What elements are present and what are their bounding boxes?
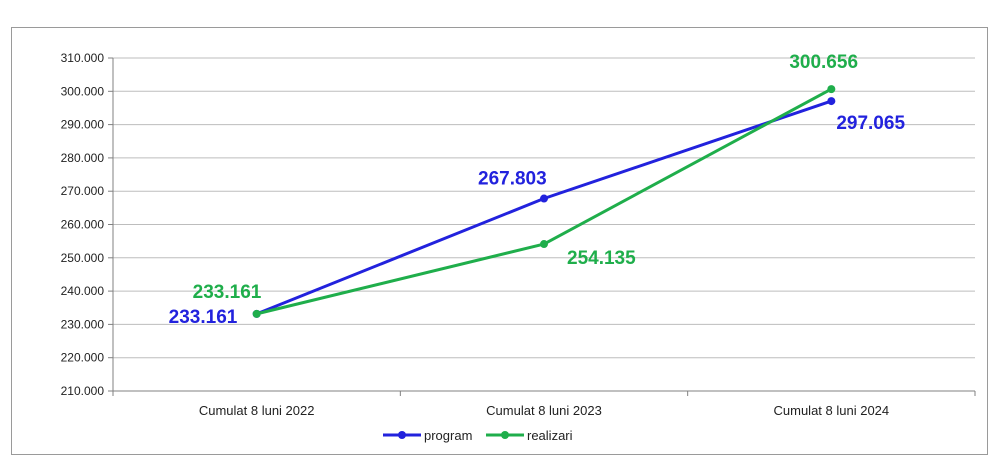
y-tick-label: 230.000 <box>61 317 105 331</box>
data-point-program <box>540 194 548 203</box>
y-tick-label: 220.000 <box>61 351 105 365</box>
chart-frame <box>11 27 988 455</box>
data-label-program: 297.065 <box>836 113 905 134</box>
data-label-realizari: 300.656 <box>789 52 858 73</box>
data-label-realizari: 254.135 <box>567 248 636 269</box>
gridlines <box>113 57 975 392</box>
series-lines <box>252 85 836 318</box>
data-label-program: 233.161 <box>169 307 238 328</box>
data-label-realizari: 233.161 <box>193 282 262 303</box>
y-tick-label: 310.000 <box>61 51 105 65</box>
y-tick-label: 250.000 <box>61 251 105 265</box>
data-point-program <box>827 97 836 106</box>
legend-label-realizari: realizari <box>527 428 573 443</box>
legend-marker-realizari <box>501 431 509 439</box>
y-tick-label: 270.000 <box>61 184 105 198</box>
data-point-realizari <box>827 85 836 94</box>
data-labels: 233.161 267.803 297.065 233.161 254.135 300.6… <box>169 52 906 328</box>
y-tick-label: 300.000 <box>61 84 105 98</box>
data-label-program: 267.803 <box>478 169 547 190</box>
y-tick-label: 280.000 <box>61 151 105 165</box>
x-tick-label: Cumulat 8 luni 2024 <box>774 403 890 418</box>
y-tick-label: 260.000 <box>61 218 105 232</box>
x-tick-label: Cumulat 8 luni 2023 <box>486 403 602 418</box>
data-point-realizari <box>540 240 548 249</box>
legend: program realizari <box>383 428 573 443</box>
series-line-program <box>256 99 832 316</box>
y-tick-label: 240.000 <box>61 284 105 298</box>
y-tick-label: 210.000 <box>61 384 105 398</box>
legend-marker-program <box>398 431 406 439</box>
x-tick-label: Cumulat 8 luni 2022 <box>199 403 315 418</box>
legend-label-program: program <box>424 428 472 443</box>
y-tick-label: 290.000 <box>61 118 105 132</box>
axes: 210.000 220.000 230.000 240.000 250.000 260.0… <box>61 51 976 418</box>
data-point-realizari <box>252 309 261 318</box>
